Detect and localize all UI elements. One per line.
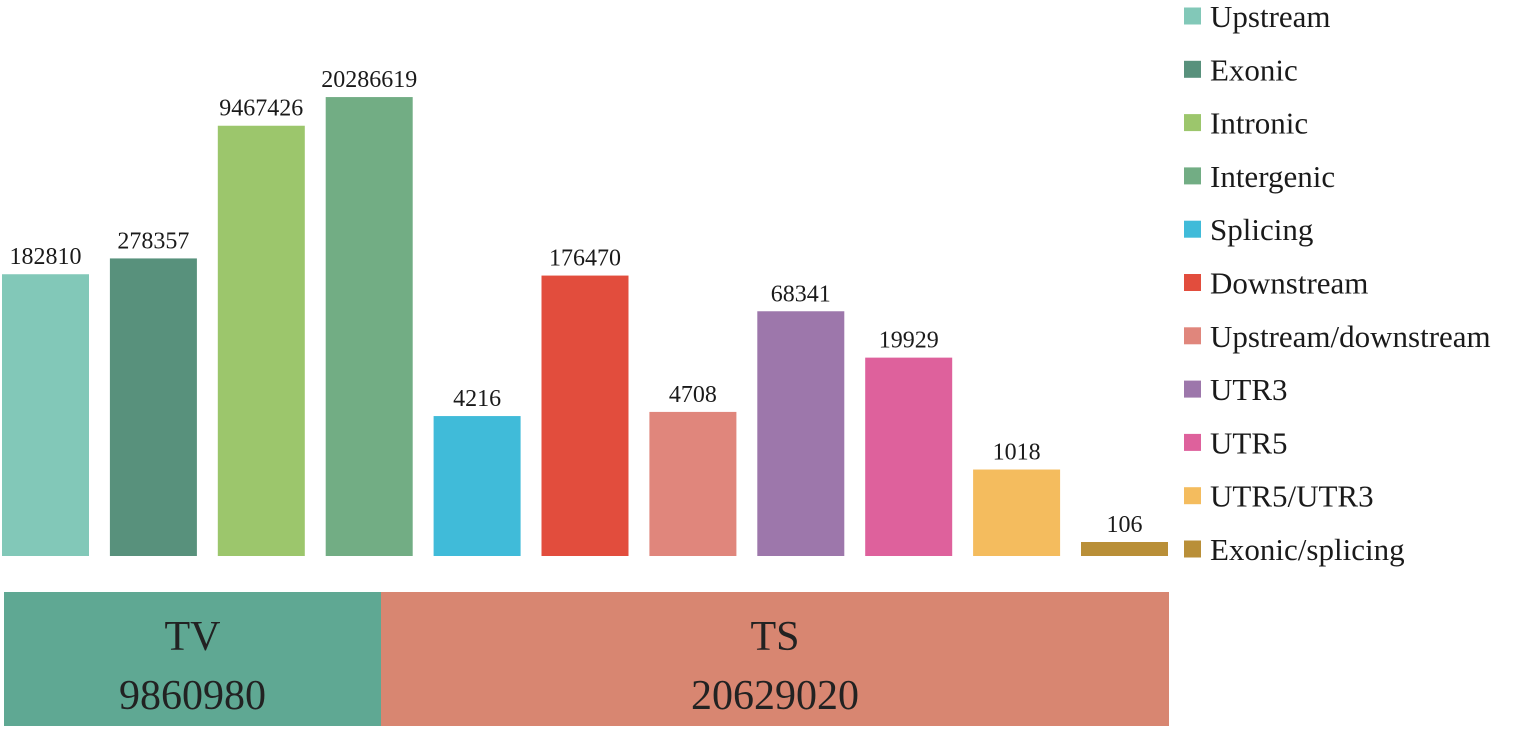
legend-item-utr5-utr3: UTR5/UTR3 [1184, 479, 1374, 514]
value-label-utr3: 68341 [771, 281, 831, 307]
bar-splicing [433, 416, 521, 556]
legend-label: Downstream [1210, 266, 1368, 301]
group-name: TS [750, 614, 799, 660]
legend: Upstream Exonic Intronic Intergenic Splicing… [1184, 0, 1491, 567]
bar-downstream [541, 275, 629, 556]
legend-item-upstream: Upstream [1184, 0, 1331, 34]
legend-item-splicing: Splicing [1184, 212, 1313, 247]
bar-exonic-splicing [1081, 542, 1168, 556]
bar-upstream-downstream [649, 411, 737, 556]
legend-swatch [1184, 380, 1201, 398]
value-label-exonic: 278357 [117, 228, 189, 254]
value-labels-layer: 182810 278357 9467426 20286619 4216 176470 470… [10, 67, 1143, 538]
legend-item-utr5: UTR5 [1184, 425, 1288, 460]
group-band [381, 592, 1169, 726]
value-label-splicing: 4216 [453, 386, 501, 412]
legend-swatch [1184, 487, 1201, 505]
legend-label: Intergenic [1210, 159, 1335, 194]
legend-item-downstream: Downstream [1184, 266, 1368, 301]
legend-label: UTR3 [1210, 372, 1288, 407]
legend-label: Exonic [1210, 52, 1298, 87]
group-band [4, 592, 381, 726]
value-label-upstream-downstream: 4708 [669, 382, 717, 408]
value-label-downstream: 176470 [549, 246, 621, 272]
value-label-utr5: 19929 [879, 328, 939, 354]
group-total: 20629020 [691, 673, 859, 719]
legend-swatch [1184, 220, 1201, 238]
bar-intergenic [325, 97, 413, 556]
legend-item-intergenic: Intergenic [1184, 159, 1335, 194]
legend-swatch [1184, 7, 1201, 25]
legend-swatch [1184, 433, 1201, 451]
legend-swatch [1184, 274, 1201, 291]
bar-utr5 [865, 357, 953, 556]
value-label-utr5-utr3: 1018 [993, 440, 1041, 466]
legend-swatch [1184, 60, 1201, 78]
group-bands: TV 9860980 TS 20629020 [4, 592, 1169, 726]
bar-intronic [217, 125, 305, 557]
bar-utr3 [757, 311, 845, 556]
value-label-intronic: 9467426 [219, 96, 303, 122]
value-label-upstream: 182810 [10, 244, 82, 270]
legend-label: Intronic [1210, 106, 1308, 141]
bars-layer [2, 97, 1168, 557]
group-total: 9860980 [119, 673, 266, 719]
legend-label: Exonic/splicing [1210, 532, 1405, 567]
legend-item-utr3: UTR3 [1184, 372, 1288, 407]
legend-label: Upstream/downstream [1210, 319, 1491, 354]
legend-item-exonic-splicing: Exonic/splicing [1184, 532, 1405, 567]
bar-exonic [109, 258, 197, 556]
legend-swatch [1184, 114, 1201, 132]
bar-upstream [2, 274, 89, 556]
legend-label: UTR5/UTR3 [1210, 479, 1374, 514]
legend-swatch [1184, 167, 1201, 185]
legend-swatch [1184, 540, 1201, 558]
group-tv: TV 9860980 [4, 592, 381, 726]
group-ts: TS 20629020 [381, 592, 1169, 726]
legend-label: UTR5 [1210, 425, 1288, 460]
bar-utr5-utr3 [973, 469, 1061, 556]
group-name: TV [165, 614, 221, 660]
legend-item-intronic: Intronic [1184, 106, 1308, 141]
legend-swatch [1184, 327, 1201, 345]
legend-item-upstream-downstream: Upstream/downstream [1184, 319, 1491, 354]
value-label-intergenic: 20286619 [321, 67, 417, 93]
legend-label: Upstream [1210, 0, 1331, 34]
value-label-exonic-splicing: 106 [1107, 512, 1143, 538]
legend-item-exonic: Exonic [1184, 52, 1298, 87]
legend-label: Splicing [1210, 212, 1313, 247]
